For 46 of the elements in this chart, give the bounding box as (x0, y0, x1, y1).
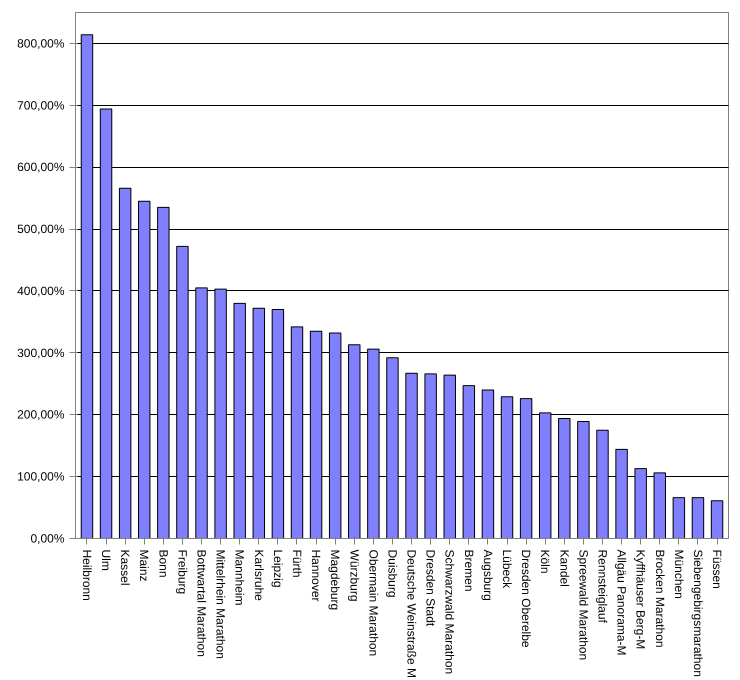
x-tick-label: Leipzig (270, 550, 285, 588)
x-tick-label: Bottwartal Marathon (194, 550, 209, 657)
y-tick-label: 200,00% (17, 408, 65, 422)
x-tick-label: Bonn (156, 550, 170, 578)
x-tick-label: Ulm (99, 550, 114, 571)
x-tick-label: Lübeck (500, 550, 514, 590)
x-tick-label: München (672, 550, 686, 599)
x-tick-label: Köln (538, 550, 552, 574)
bar (710, 500, 724, 538)
x-tick-label: Deutsche Weinstraße M (404, 550, 419, 678)
x-tick-label: Heilbronn (80, 550, 94, 601)
x-tick-label: Kandel (557, 550, 572, 587)
x-tick-label: Rennsteiglauf (595, 550, 610, 624)
x-tick-label: Siebengebirgsmarathon (690, 550, 705, 677)
x-tick-label: Magdeburg (328, 550, 342, 610)
bar (692, 497, 704, 538)
x-tick-label: Allgäu Panorama-M (614, 550, 629, 656)
x-tick-label: Fürth (290, 550, 304, 578)
x-tick-label: Bremen (462, 550, 476, 592)
y-tick-label: 400,00% (17, 284, 65, 298)
x-tick-label: Hannover (309, 550, 324, 602)
x-tick-label: Mittelrhein Marathon (214, 550, 228, 659)
x-tick-label: Mannheim (232, 550, 247, 606)
y-tick-label: 600,00% (17, 160, 65, 174)
y-tick-label: 700,00% (17, 98, 65, 112)
x-tick-label: Augsburg (480, 550, 495, 601)
x-tick-label: Kyffhäuser Berg-M (634, 550, 648, 650)
x-tick-label: Duisburg (385, 550, 400, 598)
x-tick-label: Dresden Oberelbe (519, 550, 534, 648)
x-tick-label: Mainz (137, 550, 152, 582)
x-tick-label: Schwarzwald Marathon (442, 550, 457, 674)
x-tick-label: Spreewald Marathon (576, 550, 590, 660)
y-tick-label: 300,00% (17, 346, 65, 360)
x-tick-label: Kassel (118, 550, 132, 586)
x-tick-label: Füssen (710, 550, 724, 589)
bar (672, 497, 686, 538)
y-tick-label: 500,00% (17, 222, 65, 236)
y-tick-label: 100,00% (17, 470, 65, 484)
x-tick-label: Freiburg (175, 550, 190, 594)
x-tick-label: Karlsruhe (252, 550, 266, 602)
y-tick-label: 0,00% (30, 532, 65, 546)
x-tick-label: Würzburg (347, 550, 362, 602)
x-tick-label: Dresden Stadt (424, 550, 438, 627)
y-tick-label: 800,00% (17, 36, 65, 50)
x-tick-label: Brocken Marathon (652, 550, 667, 648)
x-tick-label: Obermain Marathon (366, 550, 380, 656)
